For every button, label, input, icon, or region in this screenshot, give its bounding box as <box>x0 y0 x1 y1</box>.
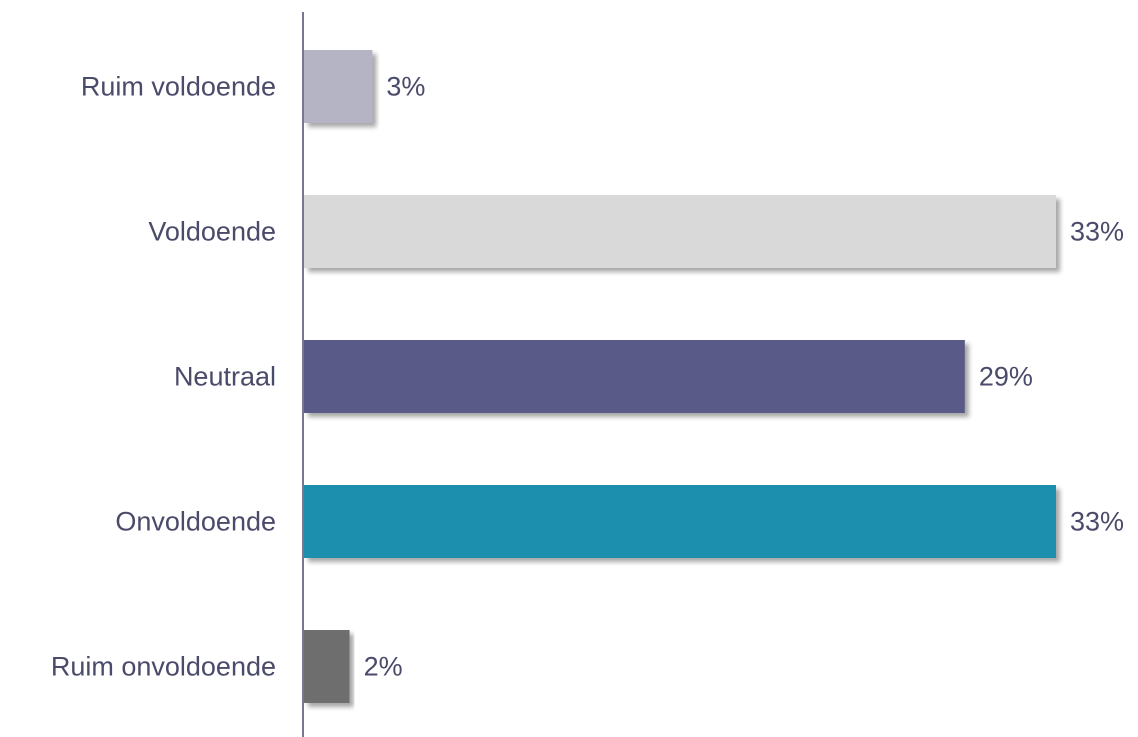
bars-layer <box>304 50 1056 703</box>
value-label-onvoldoende: 33% <box>1070 507 1124 537</box>
bar-onvoldoende <box>304 485 1056 558</box>
bar-neutraal <box>304 340 965 413</box>
value-label-ruim-onvoldoende: 2% <box>364 652 403 682</box>
category-label-ruim-onvoldoende: Ruim onvoldoende <box>51 652 276 682</box>
category-label-neutraal: Neutraal <box>174 362 276 392</box>
labels-layer: Ruim voldoende 3% Voldoende 33% Neutraal 29% O… <box>51 72 1124 682</box>
bar-voldoende <box>304 195 1056 268</box>
category-label-ruim-voldoende: Ruim voldoende <box>81 72 276 102</box>
value-label-neutraal: 29% <box>979 362 1033 392</box>
category-label-voldoende: Voldoende <box>148 217 276 247</box>
value-label-ruim-voldoende: 3% <box>386 72 425 102</box>
bar-ruim-voldoende <box>304 50 373 123</box>
bar-ruim-onvoldoende <box>304 630 350 703</box>
category-label-onvoldoende: Onvoldoende <box>115 507 276 537</box>
value-label-voldoende: 33% <box>1070 217 1124 247</box>
